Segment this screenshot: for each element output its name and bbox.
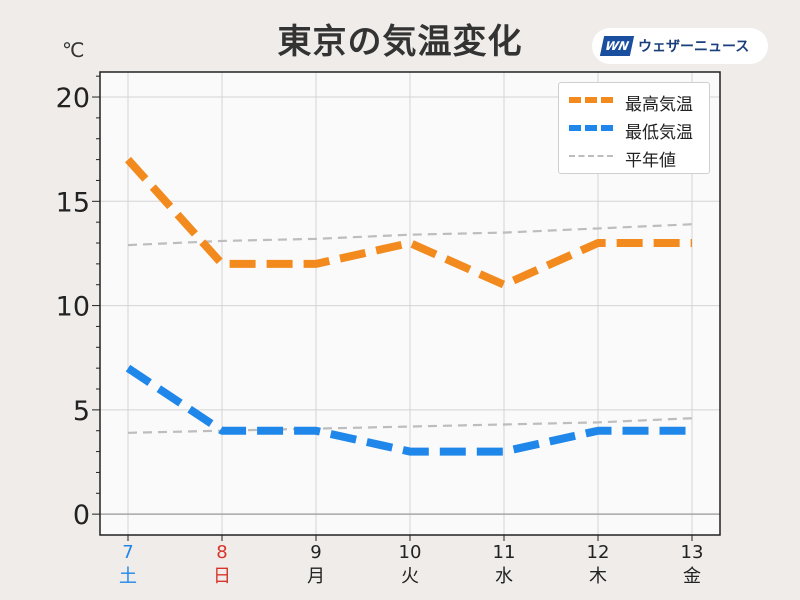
legend-swatch-high (569, 97, 613, 103)
x-tick-label-date: 11 (493, 542, 516, 563)
y-tick-label: 20 (56, 83, 90, 114)
x-tick-label-weekday: 土 (119, 566, 137, 587)
series-line-high (125, 156, 692, 289)
chart-legend: 最高気温 最低気温 平年値 (558, 82, 710, 174)
x-tick-label-weekday: 木 (589, 566, 607, 587)
series-line-normal (127, 223, 693, 247)
legend-swatch-normal (569, 155, 613, 157)
x-tick-label-weekday: 火 (401, 566, 419, 587)
y-axis-unit: ℃ (62, 38, 85, 62)
brand-badge: WN ウェザーニュース (592, 28, 768, 64)
y-tick-label: 5 (73, 396, 90, 427)
x-tick-label-date: 13 (681, 542, 704, 563)
legend-label-low: 最低気温 (625, 123, 693, 143)
x-tick-label-weekday: 月 (307, 566, 325, 587)
chart-title: 東京の気温変化 (277, 22, 523, 62)
y-tick-label: 0 (73, 500, 90, 531)
brand-name: ウェザーニュース (638, 39, 750, 55)
legend-label-normal: 平年値 (625, 151, 676, 171)
legend-item-normal: 平年値 (559, 143, 709, 171)
legend-swatch-low (569, 125, 613, 131)
x-tick-label-weekday: 金 (683, 566, 701, 587)
legend-item-high: 最高気温 (559, 87, 709, 115)
x-tick-label-date: 7 (122, 542, 133, 563)
x-tick-label-date: 8 (216, 542, 227, 563)
x-tick-label-weekday: 水 (495, 566, 513, 587)
series-line-low (125, 364, 692, 456)
x-tick-label-weekday: 日 (213, 566, 231, 587)
legend-item-low: 最低気温 (559, 115, 709, 143)
legend-label-high: 最高気温 (625, 95, 693, 115)
x-tick-label-date: 9 (310, 542, 321, 563)
y-tick-label: 15 (56, 187, 90, 218)
x-tick-label-date: 12 (587, 542, 610, 563)
x-tick-label-date: 10 (399, 542, 422, 563)
y-tick-label: 10 (56, 292, 90, 323)
